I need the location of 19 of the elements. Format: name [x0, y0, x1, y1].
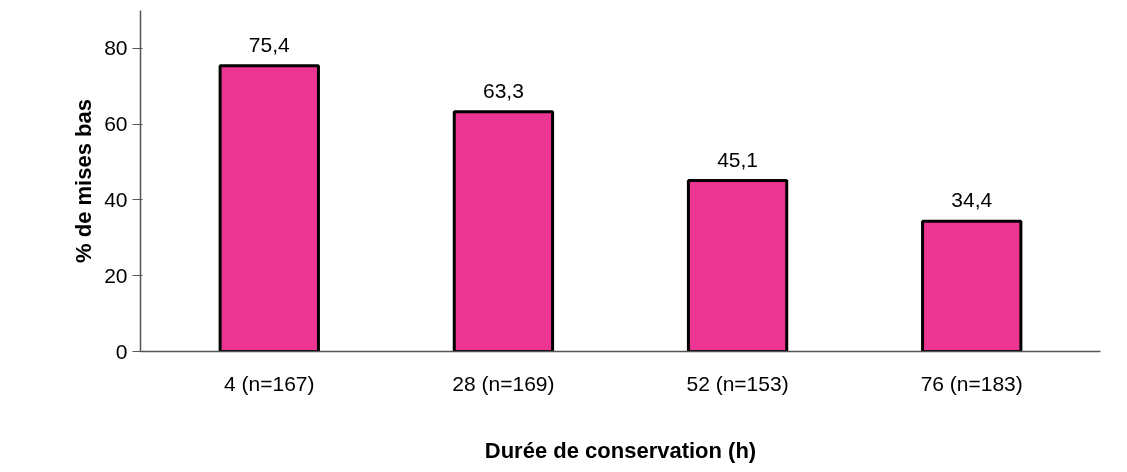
x-tick-label: 52 (n=153) — [686, 371, 789, 395]
y-tick-label: 0 — [115, 339, 128, 363]
y-tick-label: 40 — [104, 187, 128, 211]
x-tick-label: 4 (n=167) — [224, 371, 315, 395]
y-tick-label: 20 — [104, 263, 128, 287]
x-axis-title: Durée de conservation (h) — [484, 437, 757, 463]
bar — [686, 179, 789, 352]
data-label: 45,1 — [717, 147, 759, 171]
x-tick-label: 28 (n=169) — [452, 371, 555, 395]
data-label: 75,4 — [248, 32, 291, 56]
bar — [452, 110, 555, 352]
bar — [921, 219, 1023, 352]
x-tick-label: 76 (n=183) — [920, 371, 1023, 395]
data-label: 63,3 — [482, 78, 524, 102]
data-label: 34,4 — [951, 188, 993, 212]
y-axis-title: % de mises bas — [71, 99, 97, 263]
y-tick-label: 80 — [104, 36, 128, 60]
y-tick-label: 60 — [104, 112, 128, 136]
bar — [218, 64, 320, 352]
